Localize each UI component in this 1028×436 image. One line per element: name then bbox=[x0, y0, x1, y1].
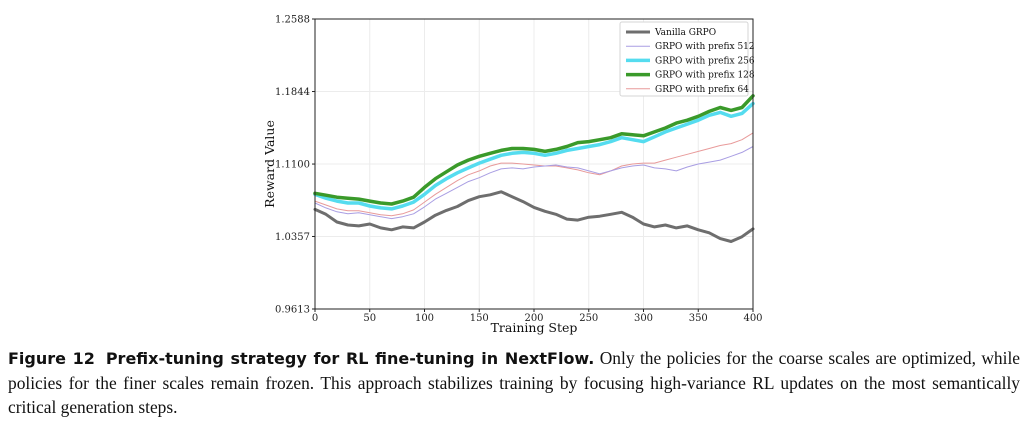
figure-caption: Figure 12 Prefix-tuning strategy for RL … bbox=[8, 346, 1020, 419]
series-line-grpo-with-prefix-512 bbox=[314, 146, 754, 220]
x-tick-label: 150 bbox=[470, 313, 489, 324]
x-axis: 0 50 100 150 200 250 300 350 400 bbox=[312, 309, 763, 324]
legend-label: Vanilla GRPO bbox=[654, 28, 716, 38]
series-line-grpo-with-prefix-128 bbox=[313, 94, 755, 206]
legend-label: GRPO with prefix 64 bbox=[655, 85, 749, 95]
y-tick-label: 1.1100 bbox=[275, 160, 310, 171]
y-tick-label: 1.0357 bbox=[275, 232, 310, 243]
legend-label: GRPO with prefix 256 bbox=[655, 56, 755, 66]
series-line-vanilla-grpo bbox=[313, 190, 755, 243]
legend-box bbox=[619, 21, 749, 97]
legend-label: GRPO with prefix 512 bbox=[655, 42, 755, 52]
y-axis-title: Reward Value bbox=[262, 120, 277, 208]
series-line-grpo-with-prefix-256 bbox=[313, 101, 755, 211]
x-tick-label: 400 bbox=[743, 313, 762, 324]
y-tick-label: 1.2588 bbox=[275, 15, 310, 26]
series-layer bbox=[313, 94, 755, 243]
y-axis: 0.9613 1.0357 1.1100 1.1844 1.2588 bbox=[275, 15, 315, 316]
figure-caption-body: Only the policies for the coarse scales … bbox=[8, 348, 1021, 417]
x-tick-label: 350 bbox=[689, 313, 708, 324]
y-tick-label: 1.1844 bbox=[275, 87, 310, 98]
y-tick-label: 0.9613 bbox=[275, 305, 310, 316]
x-axis-title: Training Step bbox=[491, 320, 578, 335]
x-tick-label: 0 bbox=[312, 313, 318, 324]
x-tick-label: 250 bbox=[579, 313, 598, 324]
legend-label: GRPO with prefix 128 bbox=[655, 71, 755, 81]
figure-label: Figure 12 bbox=[8, 349, 95, 368]
figure-title: Prefix-tuning strategy for RL fine-tunin… bbox=[105, 349, 595, 368]
legend: Vanilla GRPO GRPO with prefix 512 GRPO wit… bbox=[619, 21, 755, 97]
x-tick-label: 50 bbox=[363, 313, 376, 324]
x-tick-label: 200 bbox=[524, 313, 543, 324]
x-tick-label: 100 bbox=[415, 313, 434, 324]
series-line-grpo-with-prefix-64 bbox=[314, 132, 754, 217]
x-tick-label: 300 bbox=[634, 313, 653, 324]
reward-line-chart: 0 50 100 150 200 250 300 350 400 0.9613 1.0357 1.1… bbox=[262, 15, 763, 336]
